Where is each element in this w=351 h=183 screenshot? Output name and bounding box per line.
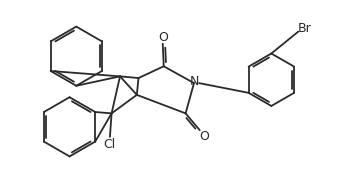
Text: O: O: [158, 31, 168, 44]
Text: O: O: [199, 130, 209, 143]
Text: Cl: Cl: [103, 138, 115, 151]
Text: Br: Br: [297, 22, 311, 35]
Text: N: N: [190, 75, 199, 88]
